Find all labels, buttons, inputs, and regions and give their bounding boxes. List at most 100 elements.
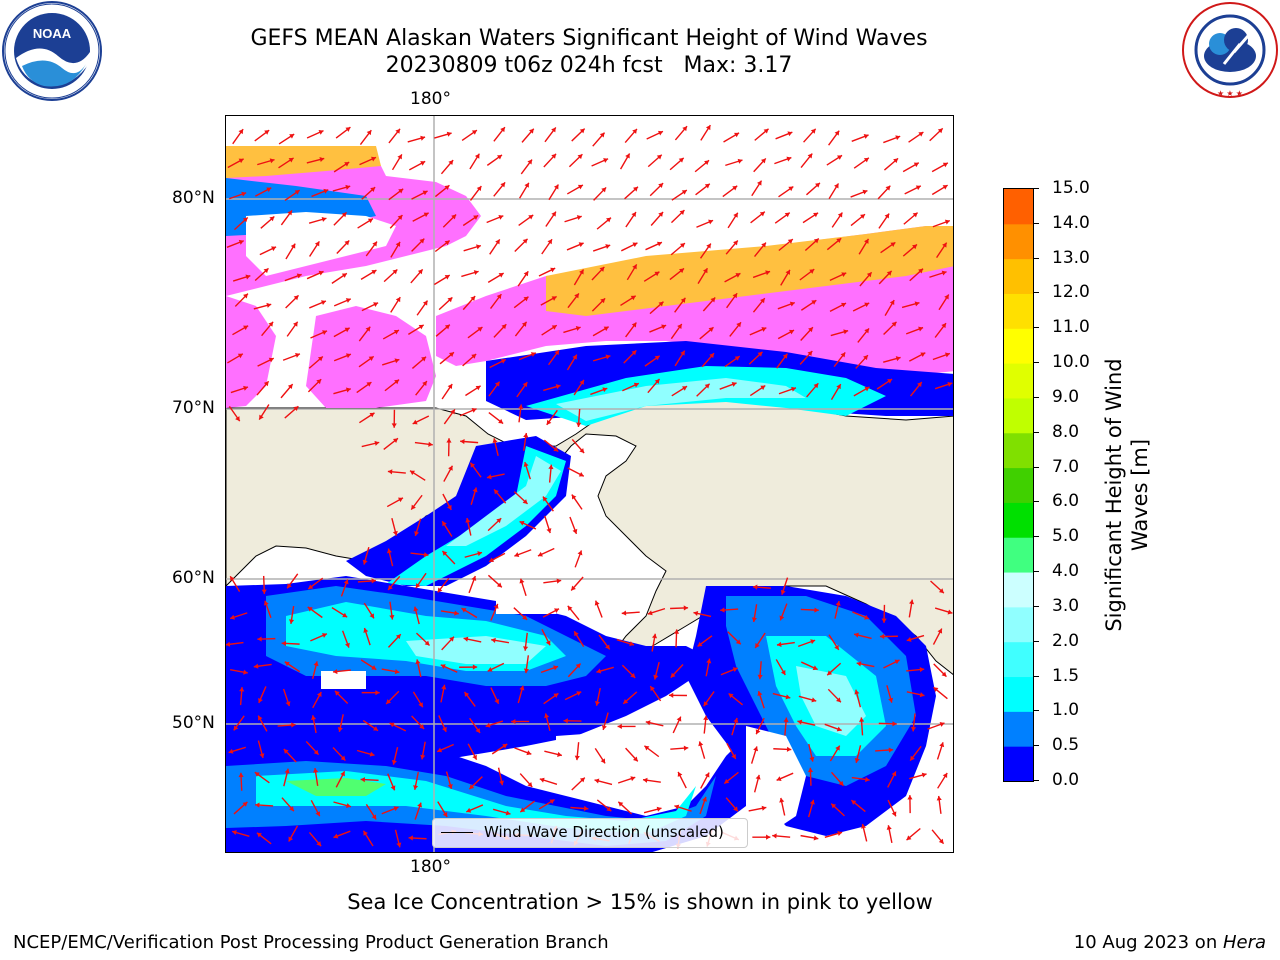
wave-direction-arrowhead: [703, 715, 709, 721]
wave-direction-arrowhead: [786, 746, 792, 752]
colorbar-tick-mark: [1033, 501, 1039, 503]
colorbar-tick-label: 4.0: [1052, 561, 1080, 582]
wave-direction-arrowhead: [542, 496, 548, 502]
wave-direction-arrowhead: [519, 685, 525, 691]
wave-direction-arrowhead: [766, 834, 771, 840]
colorbar-band: [1004, 432, 1033, 469]
wave-direction-arrowhead: [733, 240, 738, 246]
wave-direction-arrowhead: [575, 663, 581, 669]
wave-direction-arrowhead: [447, 384, 453, 390]
wave-direction-arrowhead: [797, 719, 803, 725]
wave-direction-arrowhead: [601, 725, 607, 730]
wave-direction-arrowhead: [313, 768, 319, 773]
wave-direction-arrowhead: [708, 219, 714, 225]
wave-direction-arrowhead: [284, 768, 290, 774]
wave-direction-arrowhead: [605, 354, 611, 360]
wave-direction-arrowhead: [442, 521, 447, 527]
wave-direction-arrowhead: [942, 162, 948, 168]
colorbar-band: [1004, 467, 1033, 503]
map-canvas: [226, 116, 953, 852]
wave-direction-arrowhead: [393, 329, 399, 335]
wave-direction-arrowhead: [937, 128, 943, 134]
wave-direction-arrowhead: [375, 690, 380, 696]
wave-direction-arrowhead: [780, 670, 786, 676]
wave-direction-arrowhead: [789, 301, 795, 307]
wave-direction-arrowhead: [918, 132, 924, 137]
wave-direction-arrowhead: [772, 833, 777, 839]
wave-direction-arrowhead: [654, 271, 660, 277]
wave-direction-arrowhead: [891, 771, 897, 777]
wave-direction-arrowhead: [444, 240, 450, 246]
colorbar-tick-label: 3.0: [1052, 595, 1080, 616]
wave-direction-arrowhead: [658, 301, 664, 307]
colorbar-tick-label: 15.0: [1052, 178, 1090, 198]
wave-direction-arrowhead: [838, 780, 844, 786]
wave-direction-arrowhead: [888, 747, 894, 753]
wave-direction-arrowhead: [449, 636, 454, 642]
wave-direction-arrowhead: [813, 212, 819, 218]
wave-direction-arrowhead: [392, 269, 398, 275]
wave-direction-arrowhead: [289, 806, 294, 812]
wave-direction-arrowhead: [293, 406, 299, 412]
wave-direction-arrowhead: [261, 589, 267, 594]
wave-direction-arrowhead: [631, 322, 637, 328]
wave-direction-arrowhead: [864, 614, 870, 620]
wave-direction-arrowhead: [733, 717, 739, 723]
footer-date: 10 Aug 2023 on Hera: [1074, 932, 1266, 953]
wave-direction-arrowhead: [424, 640, 430, 646]
wave-direction-arrowhead: [446, 131, 452, 137]
wave-direction-arrowhead: [360, 777, 365, 783]
wave-direction-arrowhead: [341, 212, 347, 218]
wave-direction-arrowhead: [720, 607, 725, 613]
wave-direction-arrowhead: [307, 606, 313, 612]
wave-direction-arrowhead: [258, 697, 263, 703]
wave-direction-arrowhead: [642, 777, 648, 783]
wave-direction-arrowhead: [465, 517, 471, 523]
wave-direction-arrowhead: [678, 157, 684, 163]
wave-direction-arrowhead: [814, 607, 819, 613]
wave-direction-arrowhead: [706, 243, 711, 249]
wave-direction-arrowhead: [242, 801, 248, 807]
wave-direction-arrowhead: [238, 239, 244, 245]
colorbar-tick-label: 0.0: [1052, 770, 1080, 790]
wave-direction-arrowhead: [813, 238, 819, 244]
colorbar-tick-label: 6.0: [1052, 491, 1080, 512]
wave-direction-arrowhead: [269, 158, 275, 164]
wave-direction-arrowhead: [677, 771, 683, 777]
wave-direction-arrowhead: [843, 329, 849, 335]
wave-direction-arrowhead: [919, 692, 925, 698]
wave-direction-arrowhead: [893, 158, 899, 164]
wave-direction-arrowhead: [242, 217, 248, 223]
wind-wave-arrows: [226, 124, 953, 849]
wave-direction-arrowhead: [605, 244, 611, 250]
wave-direction-arrowhead: [474, 153, 480, 159]
wave-direction-arrowhead: [555, 384, 561, 390]
wave-direction-arrowhead: [444, 185, 450, 191]
wave-direction-arrowhead: [372, 241, 377, 247]
wave-direction-arrowhead: [835, 745, 840, 751]
colorbar-tick-label: 0.5: [1052, 735, 1080, 756]
wave-direction-arrowhead: [419, 724, 425, 730]
wave-direction-arrowhead: [266, 302, 272, 308]
wave-direction-arrowhead: [243, 385, 248, 391]
wave-direction-arrowhead: [523, 296, 529, 302]
wave-direction-arrowhead: [732, 185, 738, 191]
wave-direction-arrowhead: [268, 321, 274, 327]
wave-direction-arrowhead: [579, 448, 585, 454]
wave-direction-arrowhead: [603, 326, 609, 332]
wave-direction-arrowhead: [680, 350, 685, 356]
wave-direction-arrowhead: [318, 270, 324, 276]
wave-direction-arrowhead: [594, 701, 600, 706]
wave-direction-arrowhead: [342, 612, 348, 618]
wave-direction-arrowhead: [786, 156, 792, 162]
wave-direction-arrowhead: [494, 489, 499, 495]
wave-direction-arrowhead: [395, 297, 401, 303]
wave-direction-arrowhead: [498, 214, 504, 220]
wave-direction-arrowhead: [413, 606, 419, 612]
wave-direction-arrowhead: [321, 633, 327, 638]
wave-direction-arrowhead: [841, 302, 847, 308]
wave-direction-arrowhead: [865, 776, 870, 783]
wave-direction-arrowhead: [420, 135, 426, 141]
wave-direction-arrowhead: [466, 807, 472, 813]
wave-direction-arrowhead: [498, 780, 505, 786]
